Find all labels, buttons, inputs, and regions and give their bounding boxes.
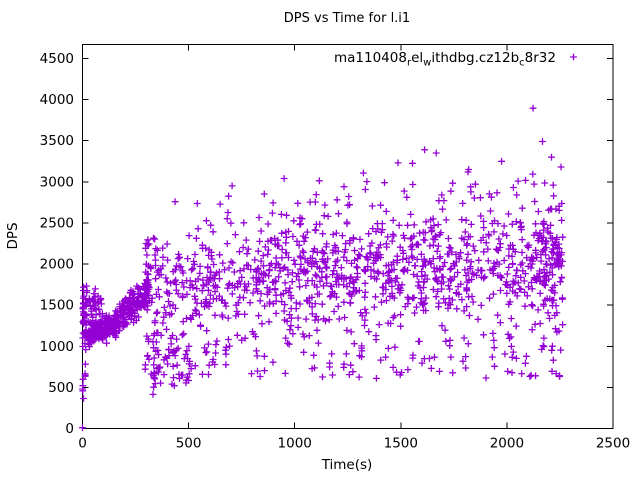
legend: ma110408relwithdbg.cz12bc8r32: [334, 50, 577, 69]
legend-label-subscript: r: [407, 58, 412, 69]
plot-border: [82, 44, 614, 429]
legend-marker-plus: [570, 53, 577, 61]
legend-label-segment: el: [411, 50, 423, 66]
y-tick-label: 2000: [40, 257, 74, 273]
y-tick-label: 3500: [40, 133, 74, 149]
y-tick-label: 0: [65, 421, 74, 437]
y-tick-labels: 0 500 1000 1500 2000 2500 3000 3500 4000 4500: [40, 51, 74, 437]
x-tick-label: 500: [176, 436, 202, 452]
legend-label-subscript: w: [423, 58, 431, 69]
y-tick-label: 1000: [40, 339, 74, 355]
legend-label-segment: 8r32: [525, 50, 556, 66]
legend-series-label: ma110408relwithdbg.cz12bc8r32: [334, 50, 556, 69]
y-tick-label: 4000: [40, 92, 74, 108]
axis-ticks: [82, 44, 614, 429]
legend-label-segment: ma110408: [334, 50, 407, 66]
scatter-points: [79, 104, 567, 432]
x-tick-label: 2000: [490, 436, 524, 452]
plot-box: [82, 44, 614, 429]
x-tick-label: 1500: [384, 436, 418, 452]
y-tick-label: 2500: [40, 215, 74, 231]
y-tick-label: 1500: [40, 298, 74, 314]
chart-title: DPS vs Time for l.i1: [284, 11, 410, 26]
x-tick-label: 0: [78, 436, 87, 452]
data-point-cloud: [79, 104, 567, 432]
legend-label-subscript: c: [519, 58, 525, 69]
y-tick-label: 500: [48, 380, 74, 396]
x-tick-labels: 0 500 1000 1500 2000 2500: [78, 436, 630, 452]
legend-label-segment: ithdbg.cz12b: [431, 50, 519, 66]
x-axis-label: Time(s): [321, 457, 373, 473]
x-tick-label: 2500: [596, 436, 630, 452]
y-tick-label: 3000: [40, 174, 74, 190]
y-tick-label: 4500: [40, 51, 74, 67]
x-tick-label: 1000: [278, 436, 312, 452]
y-axis-label: DPS: [5, 222, 21, 249]
